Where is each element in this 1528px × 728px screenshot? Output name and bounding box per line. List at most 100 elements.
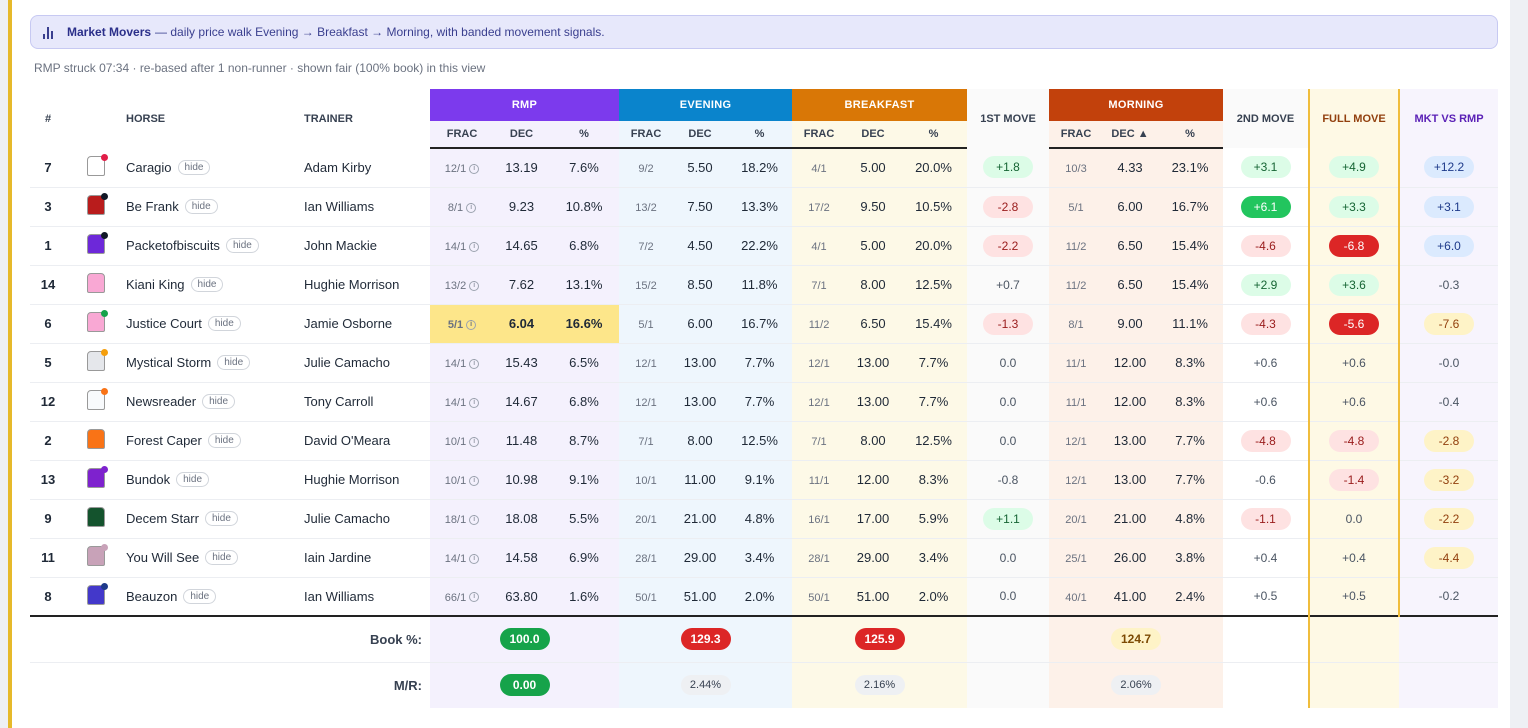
hide-button[interactable]: hide (202, 394, 235, 409)
breakfast-dec: 12.00 (846, 460, 901, 499)
horse-name[interactable]: Bundok (126, 472, 171, 487)
market-movers-card: Market Movers — daily price walk Evening… (8, 0, 1510, 728)
morning-frac: 11/2 (1065, 280, 1087, 292)
mr-rmp: 0.00 (499, 674, 550, 697)
hide-button[interactable]: hide (183, 588, 217, 604)
hide-button[interactable]: hide (217, 355, 251, 370)
rmp-pct-header[interactable]: % (549, 121, 619, 149)
table-row[interactable]: 11 You Will See hide Iain Jardine 14/1 i 14.58… (30, 538, 1499, 577)
table-row[interactable]: 1 Packetofbiscuits hide John Mackie 14/1 i 14.… (30, 226, 1499, 265)
hide-button[interactable]: hide (176, 472, 209, 487)
rmp-pct: 7.6% (549, 148, 619, 187)
info-icon[interactable]: i (469, 475, 480, 486)
rmp-dec-header[interactable]: DEC (494, 121, 549, 149)
info-icon[interactable]: i (466, 202, 477, 213)
info-icon[interactable]: i (466, 319, 477, 330)
hide-button[interactable]: hide (205, 550, 239, 565)
col-num[interactable]: # (44, 112, 52, 125)
col-mkt-vs-rmp[interactable]: MKT VS RMP (1399, 89, 1499, 148)
info-icon[interactable]: i (469, 436, 480, 447)
horse-name[interactable]: Be Frank (126, 199, 179, 214)
morning-dec: 4.33 (1103, 148, 1158, 187)
horse-name[interactable]: You Will See (126, 550, 200, 565)
table-row[interactable]: 6 Justice Court hide Jamie Osborne 5/1 i 6.04 1… (30, 304, 1499, 343)
info-icon[interactable]: i (469, 397, 480, 408)
info-icon[interactable]: i (469, 553, 480, 564)
bre-pct-header[interactable]: % (900, 121, 968, 149)
mkt-vs-rmp-pill: -2.2 (1424, 507, 1475, 530)
horse-name[interactable]: Kiani King (126, 277, 185, 292)
horse-name[interactable]: Packetofbiscuits (126, 238, 220, 253)
hide-button[interactable]: hide (184, 199, 218, 214)
silk-icon (87, 349, 108, 371)
table-row[interactable]: 3 Be Frank hide Ian Williams 8/1 i 9.23 10.8% 13… (30, 187, 1499, 226)
eve-frac-header[interactable]: FRAC (619, 121, 673, 149)
bre-frac-header[interactable]: FRAC (792, 121, 847, 149)
breakfast-pct: 12.5% (900, 421, 968, 460)
info-icon[interactable]: i (469, 592, 480, 603)
eve-dec-header[interactable]: DEC (673, 121, 727, 149)
evening-frac: 7/2 (638, 241, 654, 253)
rmp-frac-header[interactable]: FRAC (430, 121, 494, 149)
hide-button[interactable]: hide (225, 238, 259, 253)
rmp-frac: 14/1 (444, 553, 467, 565)
move1-pill: 0.0 (999, 589, 1017, 604)
horse-name[interactable]: Forest Caper (126, 433, 202, 448)
table-row[interactable]: 8 Beauzon hide Ian Williams 66/1 i 63.80 1.6% 50… (30, 577, 1499, 616)
hide-button[interactable]: hide (207, 316, 241, 331)
table-row[interactable]: 14 Kiani King hide Hughie Morrison 13/2 i 7.62… (30, 265, 1499, 304)
mor-pct-header[interactable]: % (1157, 121, 1224, 149)
book-morning: 124.7 (1111, 628, 1162, 651)
table-row[interactable]: 13 Bundok hide Hughie Morrison 10/1 i 10.98 9.1… (30, 460, 1499, 499)
horse-name[interactable]: Caragio (126, 159, 172, 175)
silk-icon (87, 153, 108, 176)
table-row[interactable]: 5 Mystical Storm hide Julie Camacho 14/1 i 15.… (30, 343, 1499, 382)
info-icon[interactable]: i (469, 514, 480, 525)
morning-dec: 21.00 (1103, 499, 1158, 538)
horse-name[interactable]: Justice Court (126, 316, 202, 331)
hide-button[interactable]: hide (207, 433, 241, 448)
rmp-dec: 15.43 (494, 343, 549, 382)
col-full-move[interactable]: FULL MOVE (1308, 89, 1401, 148)
hide-button[interactable]: hide (190, 277, 224, 292)
table-row[interactable]: 12 Newsreader hide Tony Carroll 14/1 i 14.67 6.… (30, 382, 1499, 421)
full-move-pill: -6.8 (1329, 234, 1380, 257)
col-1st-move[interactable]: 1ST MOVE (967, 89, 1050, 148)
mkt-vs-rmp-pill: +6.0 (1424, 234, 1475, 257)
full-move-pill: +3.6 (1329, 273, 1380, 296)
info-icon[interactable]: i (469, 358, 480, 369)
col-trainer[interactable]: TRAINER (304, 112, 353, 125)
bre-dec-header[interactable]: DEC (846, 121, 901, 149)
rmp-frac: 14/1 (444, 358, 467, 370)
book-evening: 129.3 (680, 628, 731, 651)
evening-dec: 8.50 (673, 265, 727, 304)
table-row[interactable]: 9 Decem Starr hide Julie Camacho 18/1 i 18.08 5… (30, 499, 1499, 538)
move1-pill: +0.7 (996, 277, 1020, 292)
runner-number: 8 (44, 588, 52, 604)
evening-frac: 12/1 (635, 358, 657, 370)
mor-frac-header[interactable]: FRAC (1049, 121, 1104, 149)
rmp-dec: 6.04 (494, 304, 549, 343)
col-horse[interactable]: HORSE (126, 112, 166, 125)
horse-name[interactable]: Decem Starr (126, 511, 199, 526)
hide-button[interactable]: hide (204, 511, 238, 526)
info-icon[interactable]: i (469, 163, 480, 174)
table-row[interactable]: 2 Forest Caper hide David O'Meara 10/1 i 11.48… (30, 421, 1499, 460)
table-row[interactable]: 7 Caragio hide Adam Kirby 12/1 i 13.19 7.6% 9/2 5… (30, 148, 1499, 187)
rmp-dec: 14.67 (494, 382, 549, 421)
eve-pct-header[interactable]: % (727, 121, 793, 149)
horse-name[interactable]: Beauzon (126, 588, 178, 604)
mor-dec-header[interactable]: DEC ▲ (1103, 121, 1158, 149)
horse-name[interactable]: Mystical Storm (126, 355, 212, 370)
info-icon[interactable]: i (469, 241, 480, 252)
hide-button[interactable]: hide (177, 159, 211, 175)
rmp-pct: 13.1% (549, 265, 619, 304)
trainer-name: Hughie Morrison (304, 472, 400, 487)
mkt-vs-rmp-pill: -7.6 (1424, 312, 1475, 335)
info-icon[interactable]: i (469, 280, 480, 291)
trainer-name: Ian Williams (304, 588, 375, 604)
evening-dec: 7.50 (673, 187, 727, 226)
evening-dec: 21.00 (673, 499, 727, 538)
horse-name[interactable]: Newsreader (126, 394, 197, 409)
col-2nd-move[interactable]: 2ND MOVE (1223, 89, 1310, 148)
